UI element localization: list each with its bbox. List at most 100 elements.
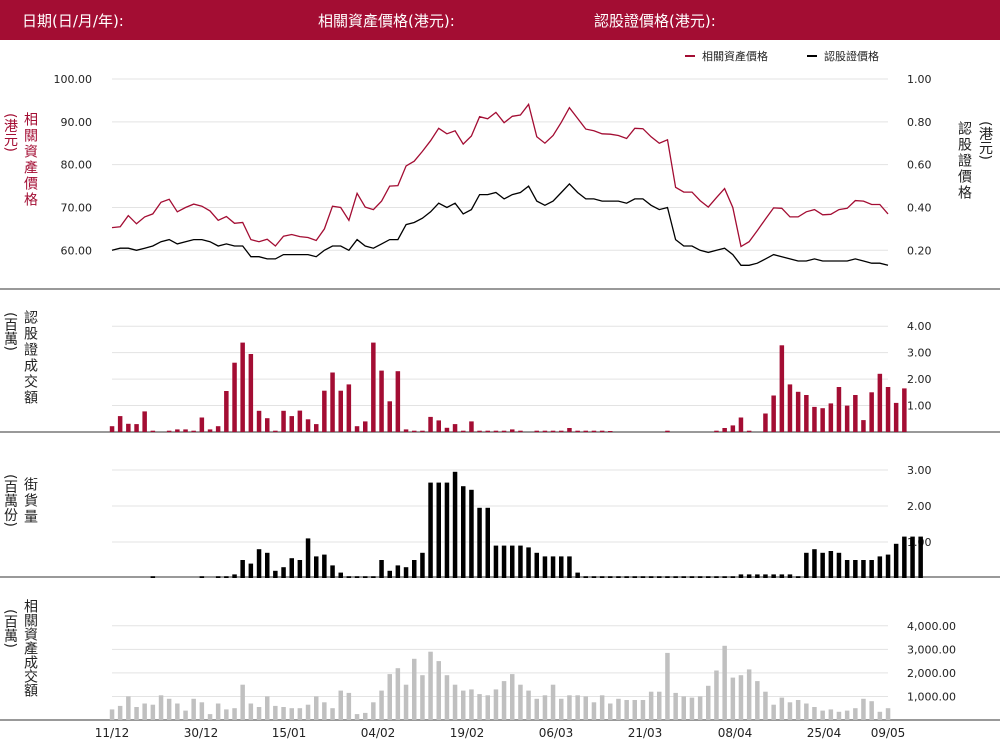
x-tick-label: 11/12: [95, 726, 130, 740]
outstanding-bar: [510, 545, 515, 578]
warrant-turnover-bar: [371, 342, 376, 432]
underlying-turnover-bar: [166, 698, 172, 720]
underlying-turnover-bar: [648, 691, 654, 720]
warrant-turnover-bar: [893, 402, 899, 432]
outstanding-bar: [902, 536, 907, 578]
underlying-turnover-bar: [559, 698, 564, 720]
warrant-turnover-bar: [461, 430, 466, 432]
underlying-turnover-bar: [591, 702, 597, 720]
warrant-turnover-bar: [281, 410, 286, 432]
outstanding-bar: [281, 567, 286, 578]
outstanding-bar: [477, 507, 482, 578]
underlying-turnover-bar: [354, 714, 360, 720]
outstanding-bar: [550, 556, 556, 578]
underlying-turnover-bar: [444, 675, 450, 720]
warrant-turnover-bar: [518, 430, 523, 432]
warrant-turnover-bar: [746, 430, 752, 432]
underlying-turnover-bar: [755, 681, 760, 720]
underlying-turnover-bar: [787, 702, 793, 720]
y-right-tick-label: 0.40: [907, 201, 932, 214]
outstanding-bar: [893, 543, 899, 578]
warrant-turnover-bar: [395, 371, 401, 432]
outstanding-bar: [215, 576, 221, 578]
outstanding-bar: [567, 556, 572, 578]
outstanding-bar: [812, 549, 817, 578]
warrant-turnover-bar: [232, 362, 237, 432]
underlying-turnover-bar: [248, 703, 254, 720]
y-left-tick-label: 70.00: [61, 201, 93, 214]
outstanding-bar: [861, 560, 866, 578]
underlying-turnover-bar: [501, 681, 507, 720]
underlying-turnover-bar: [256, 707, 262, 720]
panel1-right-unit: (港元): [977, 121, 993, 160]
underlying-turnover-bar: [363, 712, 368, 720]
warrant-turnover-bar: [795, 391, 801, 432]
outstanding-bar: [150, 576, 156, 578]
outstanding-bar: [632, 576, 637, 578]
warrant-turnover-bar: [240, 342, 245, 432]
underlying-turnover-bar: [640, 700, 646, 720]
underlying-price-label: 相關資產價格(港元):: [318, 12, 455, 30]
outstanding-bar: [289, 558, 294, 578]
warrant-turnover-bar: [534, 430, 539, 432]
warrant-turnover-bar: [379, 370, 384, 432]
underlying-turnover-bar: [403, 684, 409, 720]
warrant-turnover-bar: [714, 430, 719, 432]
outstanding-bar: [314, 556, 319, 578]
outstanding-bar: [363, 576, 368, 578]
outstanding-bar: [657, 576, 662, 578]
warrant-turnover-bar: [599, 430, 605, 432]
outstanding-bar: [706, 576, 711, 578]
warrant-turnover-bar: [109, 426, 115, 432]
warrant-turnover-bar: [501, 430, 507, 432]
outstanding-bar: [485, 507, 490, 578]
underlying-turnover-bar: [297, 708, 303, 720]
warrant-turnover-bar: [738, 417, 744, 432]
underlying-turnover-bar: [305, 704, 311, 720]
warrant-turnover-bar: [142, 411, 147, 432]
underlying-turnover-bar: [746, 669, 752, 720]
outstanding-bar: [820, 552, 825, 578]
underlying-turnover-bar: [452, 684, 458, 720]
underlying-turnover-bar: [869, 701, 874, 720]
warrant-turnover-bar: [853, 395, 858, 432]
warrant-turnover-bar: [322, 390, 327, 432]
underlying-turnover-bar: [109, 709, 115, 720]
underlying-turnover-bar: [493, 689, 499, 720]
outstanding-bar: [371, 576, 376, 578]
underlying-turnover-bar: [224, 709, 229, 720]
warrant-turnover-bar: [608, 431, 613, 432]
underlying-turnover-bar: [412, 658, 417, 720]
warrant-turnover-bar: [248, 354, 254, 432]
underlying-turnover-bar: [232, 708, 237, 720]
underlying-turnover-bar: [265, 696, 270, 720]
outstanding-bar: [224, 576, 229, 578]
outstanding-bar: [755, 574, 760, 578]
underlying-turnover-bar: [477, 694, 482, 720]
warrant-turnover-bar: [665, 430, 670, 432]
warrant-turnover-bar: [117, 416, 123, 432]
underlying-turnover-tick-label: 3,000.00: [907, 643, 956, 656]
warrant-turnover-bar: [485, 430, 490, 432]
underlying-turnover-bar: [771, 704, 776, 720]
outstanding-bar: [330, 565, 335, 578]
underlying-turnover-bar: [689, 697, 695, 720]
warrant-turnover-bar: [338, 390, 343, 432]
outstanding-bar: [885, 554, 891, 578]
underlying-turnover-bar: [632, 700, 637, 720]
outstanding-tick-label: 3.00: [907, 464, 932, 477]
warrant-turnover-bar: [183, 429, 188, 432]
outstanding-bar: [420, 552, 425, 578]
warrant-price-line: [111, 182, 889, 266]
outstanding-bar: [689, 576, 695, 578]
outstanding-bar: [297, 560, 303, 578]
outstanding-bar: [795, 576, 801, 578]
outstanding-bar: [771, 574, 776, 578]
outstanding-bar: [910, 536, 915, 578]
underlying-turnover-bar: [812, 707, 817, 720]
underlying-turnover-bar: [281, 707, 286, 720]
y-left-tick-label: 60.00: [61, 244, 93, 257]
warrant-turnover-bar: [265, 418, 270, 432]
warrant-turnover-bar: [444, 427, 450, 432]
outstanding-bar: [763, 574, 768, 578]
